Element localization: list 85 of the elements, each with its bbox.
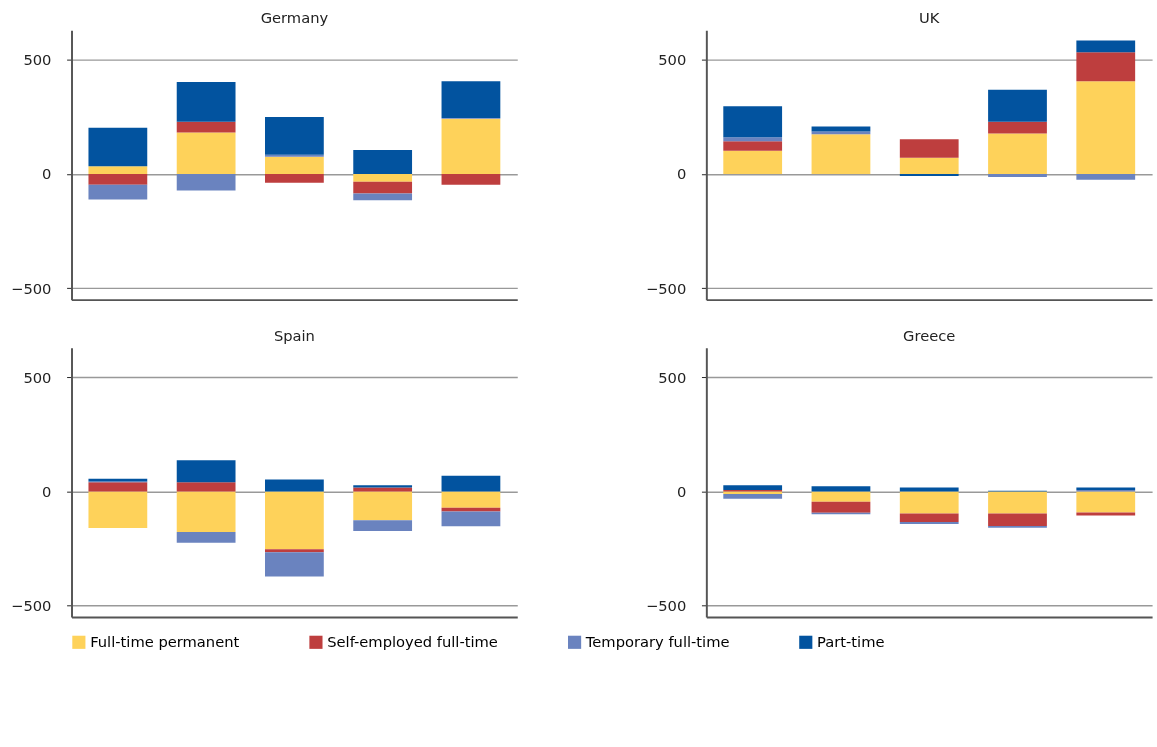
bar — [265, 154, 324, 157]
bar — [265, 479, 324, 492]
bar — [723, 150, 783, 175]
bar — [176, 482, 236, 492]
bar — [723, 106, 783, 138]
bar — [811, 491, 871, 502]
bar — [265, 156, 324, 175]
y-tick-label: 500 — [23, 368, 52, 386]
bar — [988, 513, 1047, 526]
bar — [88, 166, 148, 175]
y-tick-label: −500 — [11, 597, 52, 615]
bar — [441, 81, 501, 118]
bar — [988, 491, 1047, 514]
bar — [353, 520, 413, 531]
bar — [265, 174, 324, 183]
y-tick-label: 0 — [42, 482, 52, 500]
bar — [176, 82, 236, 122]
bar — [88, 482, 148, 492]
y-tick-label: −500 — [11, 279, 52, 297]
y-tick-label: −500 — [645, 279, 687, 297]
chart-title: UK — [919, 9, 940, 27]
bar — [988, 174, 1047, 178]
bar — [811, 501, 871, 513]
bar — [265, 117, 324, 155]
legend-label: Temporary full-time — [584, 633, 730, 651]
legend-label: Part-time — [817, 633, 885, 651]
y-tick-label: 0 — [42, 165, 52, 183]
y-tick-label: 0 — [676, 482, 687, 500]
y-tick-label: 500 — [658, 368, 687, 386]
chart-title: Greece — [903, 326, 956, 344]
bar — [88, 127, 148, 167]
bar — [811, 126, 871, 132]
legend-label: Self-employed full-time — [327, 633, 498, 651]
bar — [988, 121, 1047, 134]
bar — [176, 531, 236, 543]
bar — [811, 486, 871, 492]
bar — [176, 460, 236, 483]
bar — [441, 118, 501, 175]
bar — [723, 137, 783, 142]
bar — [353, 485, 413, 488]
bar — [988, 133, 1047, 175]
bar — [176, 174, 236, 191]
bar — [88, 184, 148, 200]
bar — [265, 549, 324, 553]
bar — [441, 507, 501, 512]
bar — [353, 149, 413, 175]
y-tick-label: 500 — [23, 51, 52, 69]
bar — [265, 491, 324, 550]
bar — [1076, 81, 1136, 175]
bar — [176, 121, 236, 133]
bar — [353, 181, 413, 194]
bar — [441, 174, 501, 185]
bar — [441, 491, 501, 508]
bar — [1076, 512, 1136, 516]
bar — [353, 491, 413, 521]
bar — [88, 174, 148, 185]
bar — [723, 485, 783, 490]
bar — [988, 89, 1047, 122]
bar — [353, 193, 413, 201]
bar — [353, 487, 413, 492]
bar — [1076, 491, 1136, 513]
bar — [899, 157, 959, 175]
bar — [899, 513, 959, 523]
bar — [353, 174, 413, 182]
bar — [899, 139, 959, 158]
bar — [723, 141, 783, 151]
bar — [176, 132, 236, 175]
bar — [265, 552, 324, 577]
y-tick-label: 500 — [658, 51, 687, 69]
bar — [899, 487, 959, 492]
bar — [441, 475, 501, 492]
legend-label: Full-time permanent — [90, 633, 240, 651]
bar — [899, 491, 959, 514]
bar — [723, 494, 783, 499]
bar — [1076, 174, 1136, 180]
bar — [1076, 40, 1136, 53]
bar — [441, 511, 501, 527]
chart-title: Germany — [260, 9, 329, 27]
bar — [176, 491, 236, 532]
bar — [811, 134, 871, 175]
chart-title: Spain — [273, 326, 315, 344]
bar — [88, 491, 148, 529]
y-tick-label: −500 — [645, 597, 687, 615]
y-tick-label: 0 — [676, 165, 687, 183]
bar — [1076, 52, 1136, 82]
